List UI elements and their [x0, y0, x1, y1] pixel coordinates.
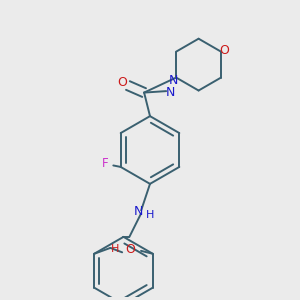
Text: N: N: [169, 74, 178, 87]
Text: O: O: [117, 76, 127, 89]
Text: N: N: [134, 205, 143, 218]
Text: N: N: [166, 86, 175, 99]
Text: O: O: [125, 243, 135, 256]
Text: F: F: [102, 158, 109, 170]
Text: O: O: [219, 44, 229, 57]
Text: H: H: [111, 244, 119, 254]
Text: H: H: [146, 210, 154, 220]
